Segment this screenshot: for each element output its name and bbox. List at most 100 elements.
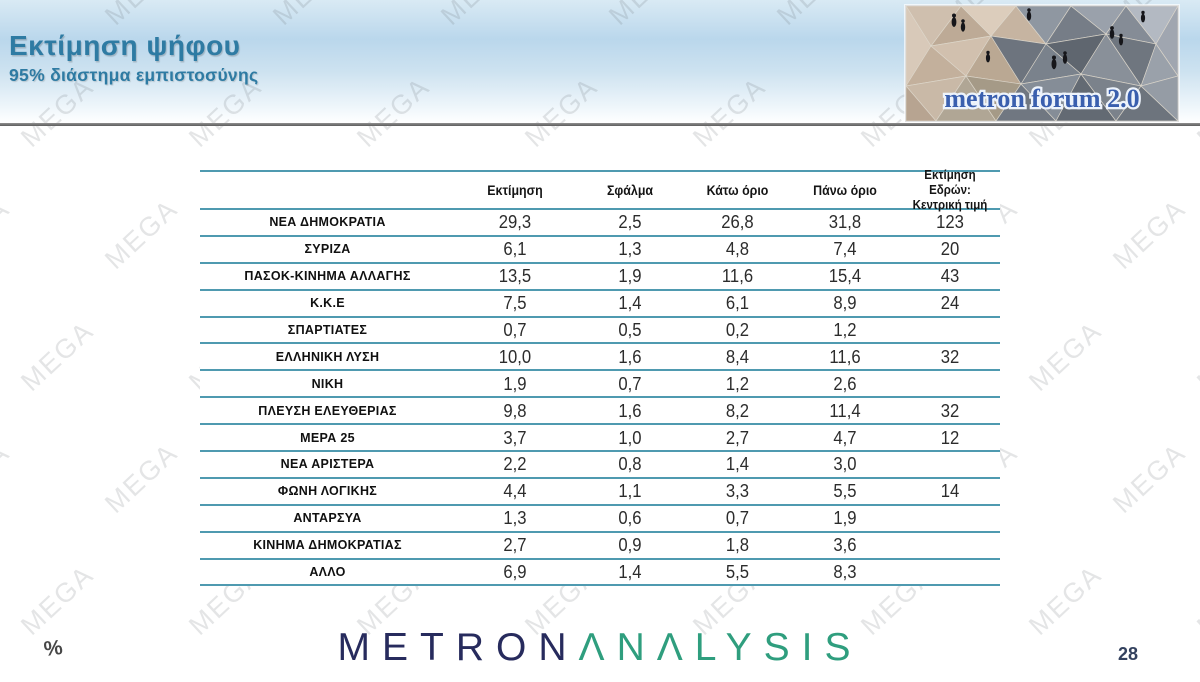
mega-watermark: MEGA	[15, 315, 100, 397]
party-name: ΣΥΡΙΖΑ	[304, 242, 351, 257]
seats-value: 43	[940, 265, 960, 287]
error-value: 1,9	[618, 265, 642, 287]
party-name: ΕΛΛΗΝΙΚΗ ΛΥΣΗ	[275, 349, 380, 364]
party-name: ΑΛΛΟ	[309, 565, 346, 580]
estimate-value: 9,8	[503, 399, 527, 421]
table-body: ΝΕΑ ΔΗΜΟΚΡΑΤΙΑ 29,3 2,5 26,8 31,8 123 ΣΥΡΙΖΑ 6,…	[200, 210, 1000, 587]
party-name: ΠΛΕΥΣΗ ΕΛΕΥΘΕΡΙΑΣ	[258, 403, 397, 418]
estimate-value: 2,7	[503, 534, 527, 556]
metron-analysis-logo: METRONΛNΛLYSIS	[0, 626, 1200, 670]
table-row: ΑΝΤΑΡΣΥΑ 1,3 0,6 0,7 1,9	[200, 506, 1000, 533]
error-value: 1,0	[618, 426, 642, 448]
estimate-value: 6,9	[503, 561, 527, 583]
page-number: 28	[1118, 644, 1139, 664]
seats-value: 32	[940, 345, 960, 367]
error-value: 1,6	[618, 345, 642, 367]
lower-bound-value: 11,6	[721, 265, 754, 287]
error-value: 0,7	[618, 372, 642, 394]
header-divider-line	[0, 123, 1200, 126]
upper-bound-value: 8,9	[833, 292, 857, 314]
mega-watermark: MEGA	[1023, 315, 1108, 397]
brand-metron: METRON	[337, 626, 579, 669]
col-header-seats: Εκτίμηση Εδρών: Κεντρική τιμή	[912, 167, 988, 212]
upper-bound-value: 8,3	[833, 561, 857, 583]
mega-watermark: MEGA	[1107, 193, 1192, 275]
upper-bound-value: 5,5	[833, 480, 857, 502]
lower-bound-value: 8,2	[725, 399, 750, 421]
error-value: 1,6	[618, 399, 642, 421]
mega-watermark: MEGA	[1107, 437, 1192, 519]
title-block: Εκτίμηση ψήφου 95% διάστημα εμπιστοσύνης	[9, 30, 258, 86]
party-name: ΚΙΝΗΜΑ ΔΗΜΟΚΡΑΤΙΑΣ	[253, 538, 402, 553]
upper-bound-value: 3,6	[833, 534, 857, 556]
page-subtitle: 95% διάστημα εμπιστοσύνης	[9, 65, 259, 85]
error-value: 1,4	[618, 561, 642, 583]
party-name: ΠΑΣΟΚ-ΚΙΝΗΜΑ ΑΛΛΑΓΗΣ	[244, 269, 411, 284]
upper-bound-value: 1,9	[833, 507, 857, 529]
table-row: ΚΙΝΗΜΑ ΔΗΜΟΚΡΑΤΙΑΣ 2,7 0,9 1,8 3,6	[200, 533, 1000, 560]
lower-bound-value: 0,7	[725, 507, 750, 529]
estimate-value: 4,4	[503, 480, 527, 502]
col-header-estimate: Εκτίμηση	[487, 182, 543, 198]
table-row: ΦΩΝΗ ΛΟΓΙΚΗΣ 4,4 1,1 3,3 5,5 14	[200, 479, 1000, 506]
estimate-value: 29,3	[498, 211, 532, 233]
table-row: ΑΛΛΟ 6,9 1,4 5,5 8,3	[200, 560, 1000, 587]
lower-bound-value: 26,8	[721, 211, 754, 233]
upper-bound-value: 11,6	[829, 345, 861, 367]
table-header-row: Εκτίμηση Σφάλμα Κάτω όριο Πάνω όριο Εκτί…	[200, 168, 1000, 212]
seats-value: 123	[936, 211, 964, 233]
col-header-upper: Πάνω όριο	[813, 182, 877, 198]
upper-bound-value: 7,4	[833, 238, 857, 260]
party-name: ΣΠΑΡΤΙΑΤΕΣ	[287, 323, 368, 337]
mega-watermark: MEGA	[0, 437, 16, 519]
upper-bound-value: 3,0	[833, 453, 857, 475]
plaza-mosaic-graphic: metron forum 2.0	[906, 6, 1178, 121]
table-row: ΝΕΑ ΔΗΜΟΚΡΑΤΙΑ 29,3 2,5 26,8 31,8 123	[200, 210, 1000, 237]
estimate-value: 1,3	[503, 507, 527, 529]
estimate-value: 3,7	[503, 426, 527, 448]
lower-bound-value: 4,8	[725, 238, 750, 260]
pedestrian-silhouettes	[951, 8, 1146, 70]
percent-label: %	[42, 635, 64, 662]
upper-bound-value: 1,2	[833, 319, 857, 340]
upper-bound-value: 15,4	[828, 265, 862, 287]
col-header-lower: Κάτω όριο	[706, 182, 769, 198]
estimate-value: 6,1	[503, 238, 527, 260]
lower-bound-value: 6,1	[725, 292, 750, 314]
table-row: ΝΙΚΗ 1,9 0,7 1,2 2,6	[200, 371, 1000, 399]
error-value: 1,1	[618, 480, 642, 502]
seats-value: 12	[940, 426, 960, 448]
seats-value: 32	[940, 399, 960, 421]
lower-bound-value: 1,8	[725, 534, 750, 556]
lower-bound-value: 1,4	[725, 453, 750, 475]
table-row: Κ.Κ.Ε 7,5 1,4 6,1 8,9 24	[200, 291, 1000, 318]
brand-analysis: ΛNΛLYSIS	[578, 626, 863, 669]
error-value: 0,8	[618, 453, 642, 475]
upper-bound-value: 2,6	[833, 372, 857, 394]
estimate-value: 0,7	[503, 319, 527, 340]
party-name: ΜΕΡΑ 25	[300, 430, 355, 445]
lower-bound-value: 0,2	[725, 319, 750, 340]
table-row: ΣΥΡΙΖΑ 6,1 1,3 4,8 7,4 20	[200, 237, 1000, 264]
party-name: ΦΩΝΗ ΛΟΓΙΚΗΣ	[277, 484, 378, 499]
lower-bound-value: 3,3	[725, 480, 750, 502]
error-value: 1,4	[618, 292, 642, 314]
error-value: 0,5	[618, 319, 642, 340]
party-name: ΝΙΚΗ	[311, 376, 344, 391]
party-name: Κ.Κ.Ε	[310, 296, 345, 311]
estimate-value: 1,9	[503, 372, 527, 394]
results-table: Εκτίμηση Σφάλμα Κάτω όριο Πάνω όριο Εκτί…	[200, 168, 1000, 587]
party-name: ΝΕΑ ΔΗΜΟΚΡΑΤΙΑ	[269, 215, 386, 230]
metron-forum-logo-text: metron forum 2.0	[944, 84, 1139, 113]
error-value: 0,9	[618, 534, 642, 556]
metron-forum-photo: metron forum 2.0	[905, 5, 1179, 122]
mega-watermark: MEGA	[0, 193, 16, 275]
estimate-value: 2,2	[503, 453, 527, 475]
error-value: 1,3	[618, 238, 642, 260]
lower-bound-value: 5,5	[725, 561, 750, 583]
seats-value: 24	[940, 292, 960, 314]
lower-bound-value: 8,4	[725, 345, 750, 367]
party-name: ΝΕΑ ΑΡΙΣΤΕΡΑ	[280, 457, 375, 472]
table-row: ΠΑΣΟΚ-ΚΙΝΗΜΑ ΑΛΛΑΓΗΣ 13,5 1,9 11,6 15,4 43	[200, 264, 1000, 291]
table-row: ΜΕΡΑ 25 3,7 1,0 2,7 4,7 12	[200, 425, 1000, 453]
